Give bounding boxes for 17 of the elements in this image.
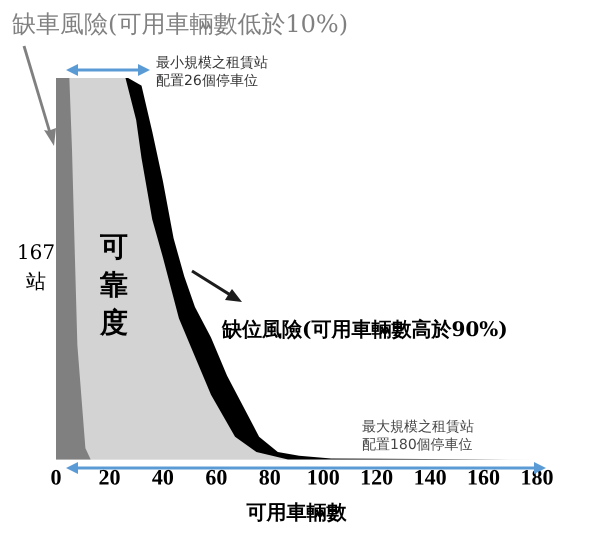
x-tick-label: 180 (520, 464, 554, 490)
annotation: 最大規模之租賃站配置180個停車位 (362, 418, 475, 454)
annotation: 可靠度 (100, 229, 129, 341)
annotation: 最小規模之租賃站配置26個停車位 (156, 54, 269, 90)
x-tick-label: 60 (205, 464, 228, 490)
chart-title: 缺車風險(可用車輛數低於10%) (12, 9, 348, 40)
x-tick-label: 0 (50, 464, 62, 490)
x-tick-label: 20 (98, 464, 120, 490)
annotation: 缺位風險(可用車輛數高於90%) (222, 316, 508, 343)
x-axis-title: 可用車輛數 (246, 500, 348, 524)
y-axis-title: 167站 (16, 239, 56, 295)
x-tick-label: 120 (360, 464, 394, 490)
x-tick-label: 140 (414, 464, 447, 490)
x-tick-label: 100 (306, 464, 340, 490)
x-tick-label: 80 (258, 464, 281, 490)
x-tick-label: 40 (152, 464, 174, 490)
x-tick-label: 160 (467, 464, 500, 490)
